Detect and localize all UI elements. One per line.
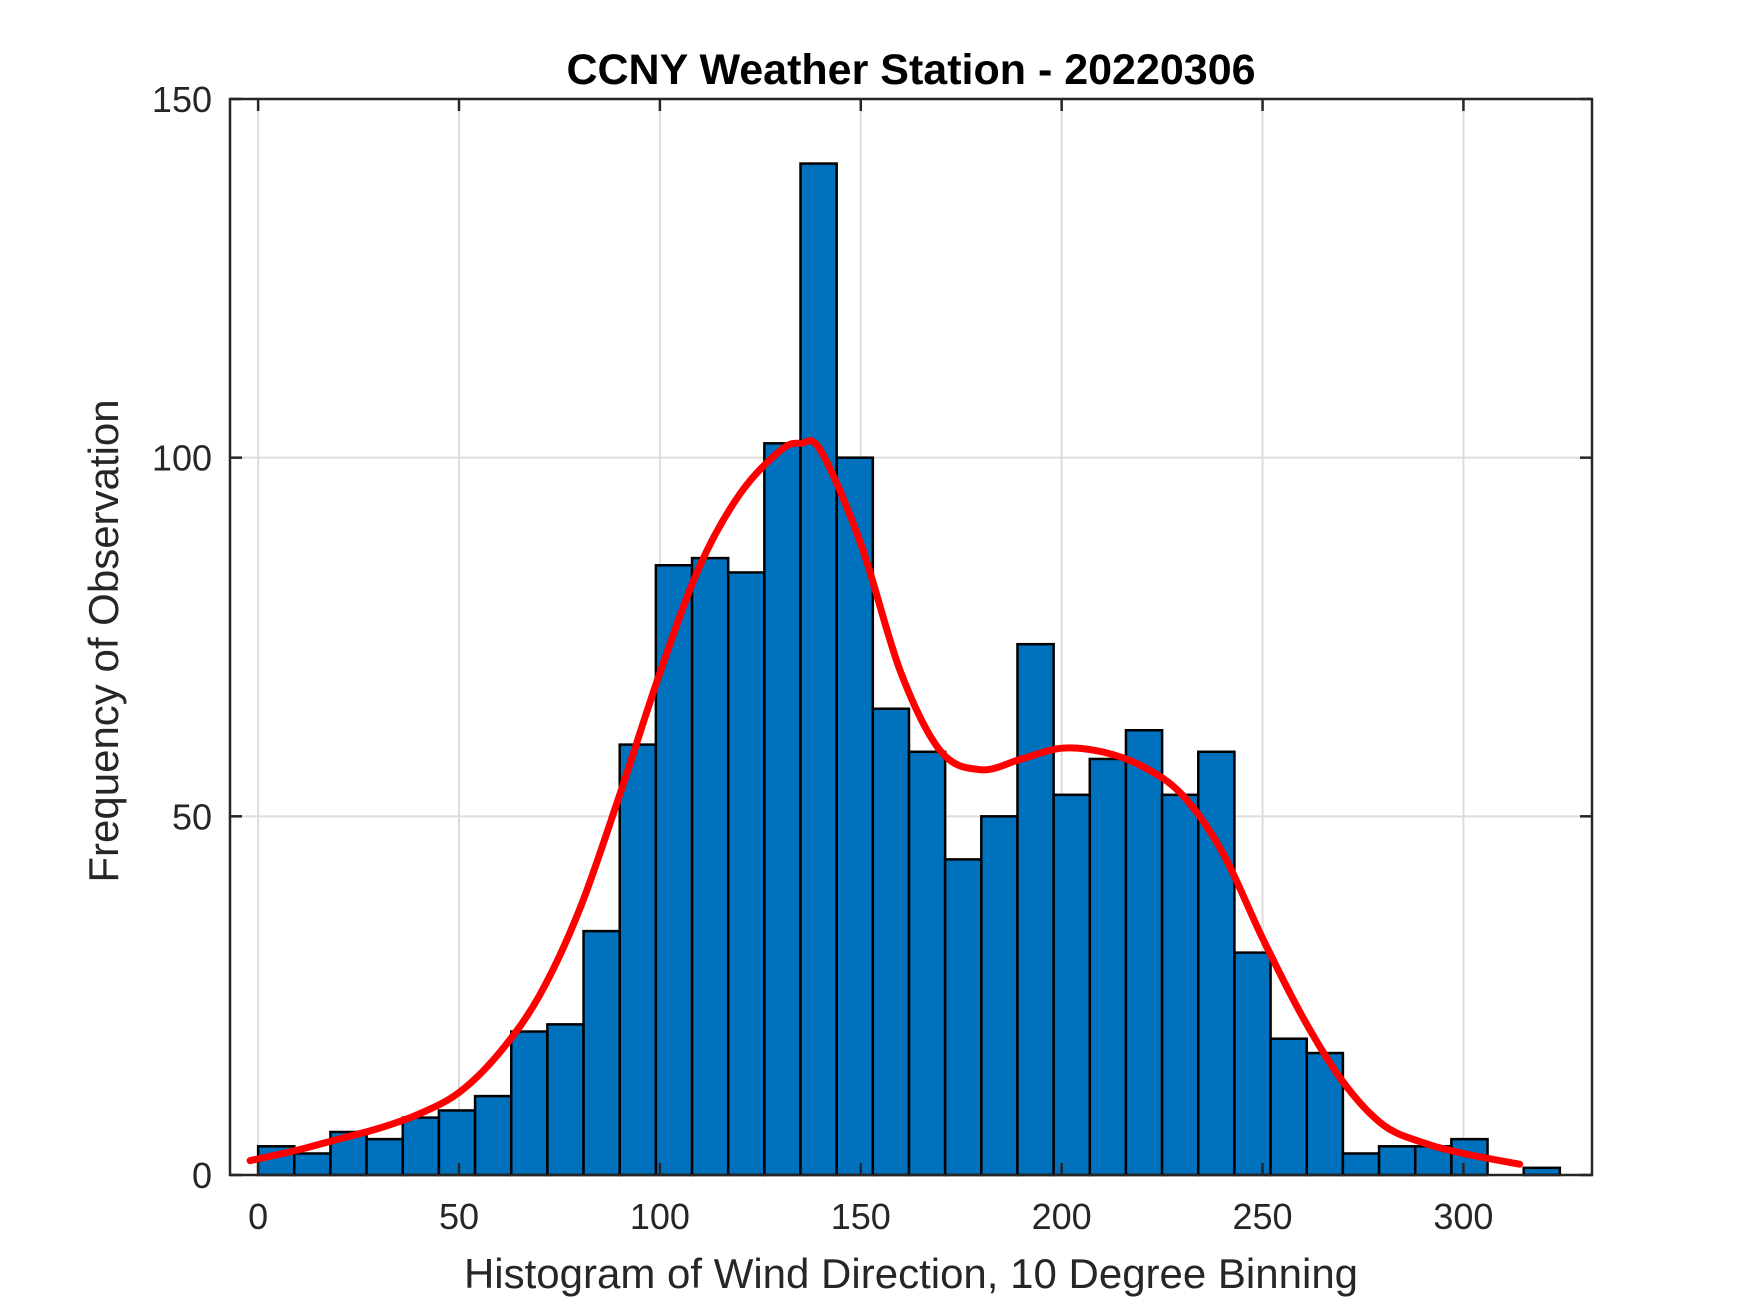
- histogram-bar: [582, 929, 621, 1177]
- histogram-bar: [1341, 1152, 1381, 1177]
- histogram-bar: [1088, 757, 1128, 1177]
- histogram-bar: [1269, 1037, 1308, 1177]
- histogram-bar: [1197, 750, 1236, 1177]
- histogram-bar: [509, 1030, 549, 1177]
- y-tick-label: 150: [152, 79, 212, 120]
- tick-labels: 0 50 100 150 200 250 300 0 50 100 150: [152, 79, 1494, 1237]
- histogram-bar: [1377, 1145, 1417, 1177]
- axes-box: [228, 97, 1594, 1177]
- x-tick-label: 250: [1233, 1196, 1293, 1237]
- y-axis-label: Frequency of Observation: [80, 399, 127, 882]
- histogram-bar: [726, 571, 766, 1177]
- histogram-bar: [618, 743, 658, 1177]
- y-tick-label: 50: [172, 796, 212, 837]
- histogram-bar: [1233, 951, 1272, 1177]
- histogram-bar: [473, 1094, 513, 1177]
- x-tick-label: 200: [1032, 1196, 1092, 1237]
- fit-curve-line: [246, 437, 1524, 1168]
- histogram-bars: [256, 162, 1562, 1177]
- histogram-bar: [1016, 642, 1055, 1177]
- axes-frame: [228, 97, 1594, 1177]
- histogram-bar: [871, 707, 911, 1177]
- grid-lines: [230, 98, 1592, 1176]
- y-tick-label: 100: [152, 438, 212, 479]
- y-tick-label: 0: [192, 1155, 212, 1196]
- histogram-bar: [1160, 793, 1200, 1177]
- x-tick-label: 100: [630, 1196, 690, 1237]
- x-tick-label: 150: [831, 1196, 891, 1237]
- histogram-bar: [1052, 793, 1092, 1177]
- histogram-bar: [1124, 729, 1164, 1177]
- histogram-bar: [835, 456, 875, 1177]
- histogram-bar: [654, 564, 694, 1177]
- x-axis-label: Histogram of Wind Direction, 10 Degree B…: [464, 1250, 1358, 1297]
- histogram-bar: [690, 556, 730, 1177]
- histogram-bar: [763, 442, 802, 1177]
- histogram-bar: [365, 1137, 405, 1177]
- x-tick-label: 300: [1433, 1196, 1493, 1237]
- chart-title: CCNY Weather Station - 20220306: [566, 46, 1255, 94]
- x-tick-label: 50: [439, 1196, 479, 1237]
- histogram-bar: [546, 1023, 585, 1177]
- histogram-bar: [437, 1109, 477, 1177]
- histogram-bar: [293, 1152, 332, 1177]
- fit-curve-layer: [246, 437, 1524, 1168]
- x-tick-label: 0: [248, 1196, 268, 1237]
- histogram-bar: [943, 858, 983, 1177]
- histogram-bar: [799, 162, 838, 1177]
- histogram-bar: [401, 1116, 441, 1177]
- histogram-bar: [907, 750, 947, 1177]
- histogram-bar: [980, 815, 1019, 1177]
